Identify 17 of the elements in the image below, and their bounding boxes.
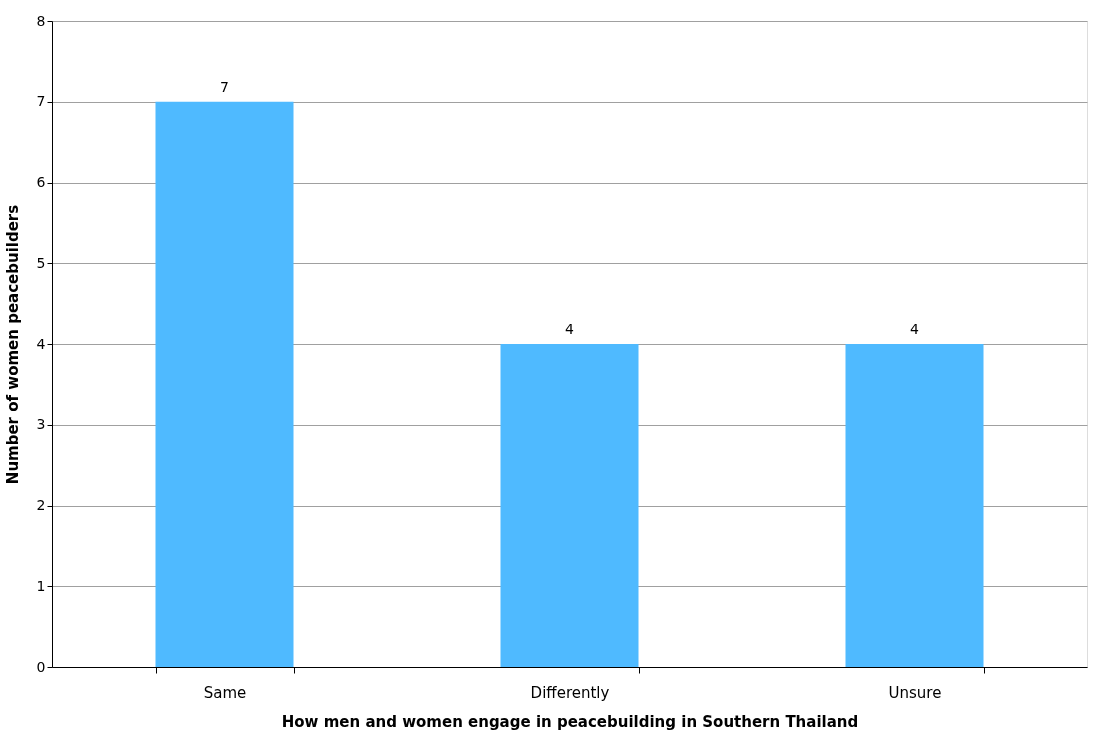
- y-tick-label: 0: [36, 658, 46, 675]
- y-tick-label: 2: [36, 497, 46, 513]
- y-tick-label: 7: [36, 93, 46, 110]
- data-label: 7: [220, 78, 229, 95]
- y-tick-label: 6: [36, 174, 46, 190]
- y-tick-label: 8: [36, 12, 46, 29]
- data-label: 4: [910, 321, 920, 337]
- y-axis-title: Number of women peacebuilders: [3, 204, 22, 485]
- x-tick-label: Differently: [530, 683, 610, 702]
- y-tick-label: 1: [36, 577, 46, 594]
- y-tick-label: 5: [36, 254, 46, 271]
- x-tick-label: Unsure: [888, 683, 942, 702]
- y-tick-label: 4: [36, 335, 46, 352]
- data-label: 4: [565, 321, 575, 337]
- y-tick-label: 3: [36, 416, 46, 433]
- x-tick-label: Same: [203, 683, 247, 702]
- x-axis-title: How men and women engage in peacebuilding in Southern Thailand: [281, 712, 859, 731]
